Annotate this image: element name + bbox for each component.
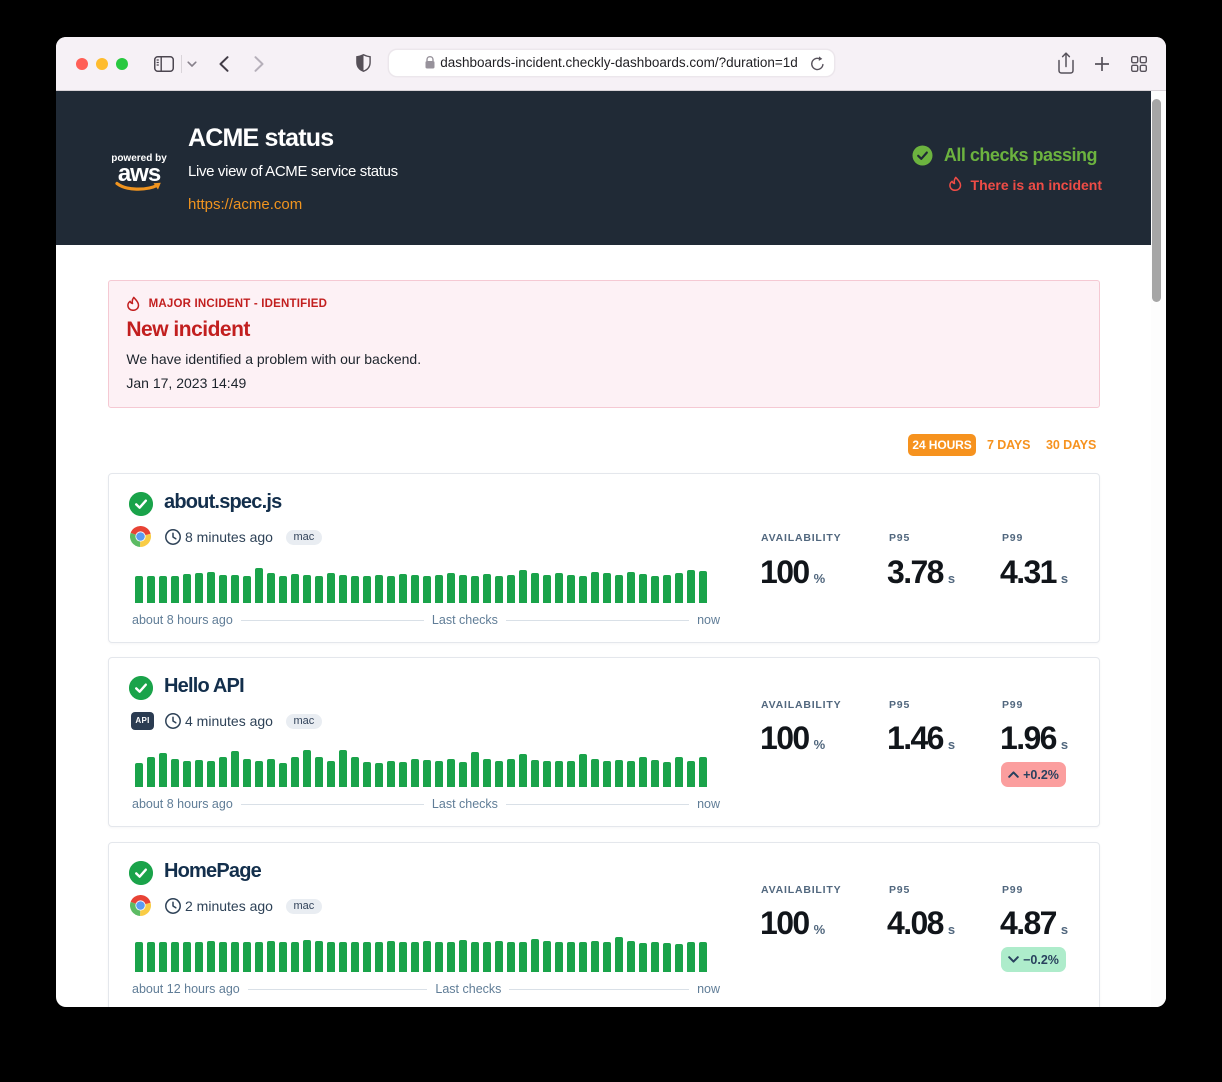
svg-text:aws: aws (118, 160, 161, 187)
svg-text:powered by: powered by (112, 153, 167, 164)
